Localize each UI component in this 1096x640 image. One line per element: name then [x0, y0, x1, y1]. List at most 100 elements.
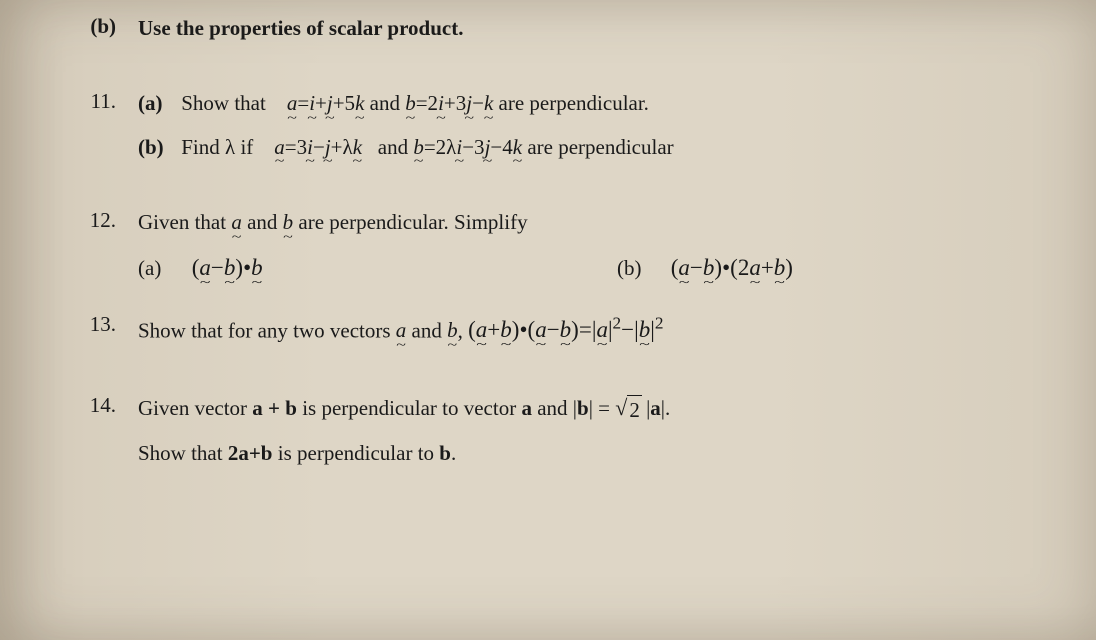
q11b-mid: and — [373, 135, 414, 159]
q12-body: Given that a and b are perpendicular. Si… — [138, 208, 1056, 284]
dot-icon: • — [722, 255, 730, 280]
abs-a: a — [592, 317, 613, 342]
vec-a: a — [596, 314, 608, 346]
q12a-label: (a) — [138, 254, 176, 283]
vec-i: i — [307, 133, 313, 162]
q12a-expr: (a−b)•b — [192, 255, 263, 280]
q14-body: Given vector a + b is perpendicular to v… — [138, 393, 1056, 469]
q12b-expr: (a−b)•(2a+b) — [671, 255, 793, 280]
vec-k: k — [513, 133, 522, 162]
q11b-label: (b) — [138, 133, 176, 162]
vec-k: k — [353, 133, 362, 162]
op: − — [211, 255, 224, 280]
q11b-body: (b) Find λ if a=3i−j+λk and b=2λi−3j−4k … — [138, 133, 1056, 162]
plus5: +5 — [333, 91, 355, 115]
vec-a: a — [274, 133, 285, 162]
t5: Show that — [138, 441, 228, 465]
eqs: = — [593, 396, 615, 420]
op2: − — [547, 317, 560, 342]
vec-i: i — [456, 133, 462, 162]
lp: ( — [468, 317, 476, 342]
vec-b: b — [251, 252, 263, 284]
page: (b) Use the properties of scalar product… — [0, 0, 1096, 640]
eq2: =2 — [416, 91, 438, 115]
dot-icon: • — [243, 255, 251, 280]
vec-j: j — [325, 133, 331, 162]
q14-row: 14. Given vector a + b is perpendicular … — [70, 393, 1056, 469]
eq: = — [579, 317, 592, 342]
q13-expr: (a+b)•(a−b)=a2−b2 — [468, 317, 663, 342]
rp2: ) — [571, 317, 579, 342]
q11-number: 11. — [70, 89, 116, 114]
vec-a: a — [476, 314, 488, 346]
vec-a: a — [749, 252, 761, 284]
q11a-eq2: b=2i+3j−k — [405, 91, 498, 115]
lp: ( — [192, 255, 200, 280]
vec-j: j — [327, 89, 333, 118]
t3: and — [532, 396, 573, 420]
q11b-lead: Find λ if — [181, 135, 253, 159]
vec-a: a — [521, 396, 532, 420]
q12-lead3: are perpendicular. Simplify — [293, 210, 527, 234]
vec-i: i — [438, 89, 444, 118]
lp2: ( — [730, 255, 738, 280]
p3: +3 — [444, 91, 466, 115]
rp2: ) — [785, 255, 793, 280]
lp2: ( — [528, 317, 536, 342]
q11a-body: (a) Show that a=i+j+5k and b=2i+3j−k are… — [138, 89, 1056, 118]
q14-line1: Given vector a + b is perpendicular to v… — [138, 393, 1056, 425]
sqrt-icon: √2 — [615, 393, 642, 425]
abs-b: b — [634, 317, 655, 342]
q11a-tail: are perpendicular. — [499, 91, 649, 115]
q12-lead2: and — [242, 210, 283, 234]
c2: 2 — [738, 255, 750, 280]
vec-b: b — [439, 441, 451, 465]
vec-b: b — [774, 252, 786, 284]
rp: ) — [714, 255, 722, 280]
op: − — [690, 255, 703, 280]
q13-lead1: Show that for any two vectors — [138, 318, 396, 342]
q13-body: Show that for any two vectors a and b, (… — [138, 312, 1056, 347]
rad-body: 2 — [627, 395, 642, 425]
vec-k: k — [484, 89, 493, 118]
q13-number: 13. — [70, 312, 116, 337]
q11a-mid: and — [370, 91, 406, 115]
vec-b: b — [560, 314, 572, 346]
heading-label: (b) — [70, 14, 116, 39]
q14-line2: Show that 2a+b is perpendicular to b. — [138, 439, 1056, 468]
q12-row: 12. Given that a and b are perpendicular… — [70, 208, 1056, 284]
vec-2ab: 2a+b — [228, 441, 273, 465]
vec-b: b — [639, 314, 651, 346]
q11a-lead: Show that — [181, 91, 266, 115]
m3: −3 — [462, 135, 484, 159]
op2: + — [761, 255, 774, 280]
pow2b: 2 — [655, 314, 664, 333]
q11a-label: (a) — [138, 89, 176, 118]
vec-b: b — [500, 314, 512, 346]
vec-a: a — [231, 208, 242, 237]
q11b-eq2: b=2λi−3j−4k — [413, 135, 527, 159]
vec-a: a — [396, 316, 407, 345]
eq2l: =2λ — [424, 135, 457, 159]
q12-parts: (a) (a−b)•b (b) (a−b)•(2a+b) — [138, 252, 1056, 284]
q13-lead2: and — [406, 318, 447, 342]
q12a: (a) (a−b)•b — [138, 252, 577, 284]
pow2: 2 — [613, 314, 622, 333]
m4: −4 — [490, 135, 512, 159]
q11b-eq1: a=3i−j+λk — [274, 135, 367, 159]
abs-a: a — [650, 396, 661, 420]
op: + — [487, 317, 500, 342]
vec-b: b — [405, 89, 416, 118]
vec-b: b — [447, 316, 458, 345]
eq3: =3 — [285, 135, 307, 159]
vec-b: b — [703, 252, 715, 284]
pl: +λ — [331, 135, 353, 159]
vec-i: i — [309, 89, 315, 118]
q11b-tail: are perpendicular — [527, 135, 673, 159]
rp: ) — [235, 255, 243, 280]
vec-a: a — [199, 252, 211, 284]
t4: . — [665, 396, 670, 420]
q13-row: 13. Show that for any two vectors a and … — [70, 312, 1056, 347]
t6: is perpendicular to — [273, 441, 440, 465]
vec-b: b — [413, 133, 424, 162]
